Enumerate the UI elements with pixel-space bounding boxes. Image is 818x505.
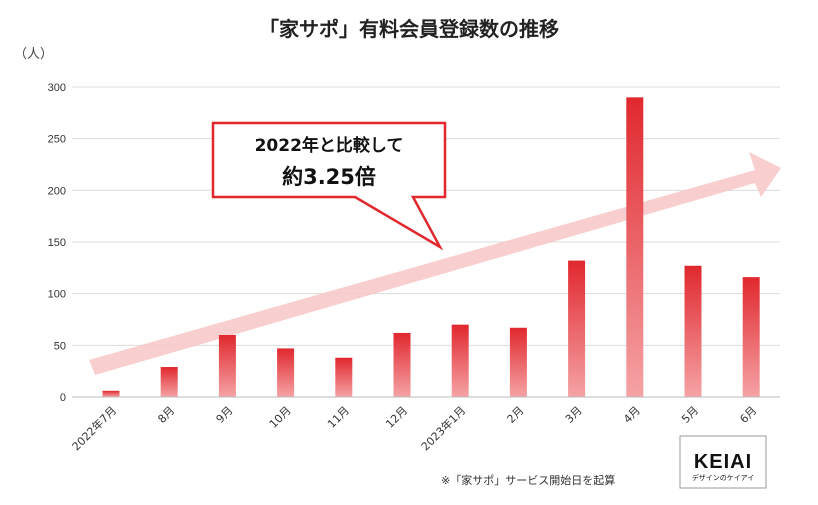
x-tick-label: 2022年7月 <box>69 403 119 453</box>
y-tick-label: 250 <box>48 134 66 146</box>
y-tick-label: 50 <box>54 340 66 352</box>
callout-bubble <box>211 121 447 251</box>
x-tick-label: 4月 <box>621 404 643 426</box>
logo-text: KEIAI <box>694 451 752 473</box>
x-tick-label: 6月 <box>737 404 759 426</box>
bar <box>568 260 586 397</box>
y-axis-unit: （人） <box>14 47 53 62</box>
bar <box>393 332 411 397</box>
x-tick-label: 10月 <box>267 404 294 431</box>
logo-subtext: デザインのケイアイ <box>692 473 755 482</box>
callout-line1: 2022年と比較して <box>255 135 404 156</box>
bar <box>335 357 353 397</box>
keiai-logo: KEIAI デザインのケイアイ <box>679 435 767 489</box>
y-tick-label: 200 <box>48 185 66 197</box>
chart-title: 「家サポ」有料会員登録数の推移 <box>259 17 559 41</box>
callout-line2: 約3.25倍 <box>282 165 376 189</box>
bar <box>160 367 178 397</box>
x-tick-label: 8月 <box>155 404 177 426</box>
x-axis-ticks: 2022年7月 8月 9月 10月 11月 12月 2023年1月 2月 3月 4月 5月 6月 <box>69 403 759 453</box>
bar <box>218 335 236 397</box>
bar <box>102 390 120 397</box>
bars <box>102 97 760 397</box>
x-tick-label: 5月 <box>679 404 701 426</box>
x-tick-label: 9月 <box>214 404 236 426</box>
bar <box>451 324 469 397</box>
y-tick-label: 100 <box>48 289 66 301</box>
bar <box>277 348 295 397</box>
trend-arrow <box>89 152 781 375</box>
x-tick-label: 2023年1月 <box>418 403 468 453</box>
bar <box>742 277 760 397</box>
x-tick-label: 12月 <box>383 404 410 431</box>
y-tick-label: 150 <box>48 237 66 249</box>
y-tick-label: 300 <box>48 82 66 94</box>
x-tick-label: 11月 <box>325 404 352 431</box>
bar <box>509 327 527 397</box>
x-tick-label: 3月 <box>563 404 585 426</box>
y-axis-ticks: 0 50 100 150 200 250 300 <box>48 82 66 404</box>
bar <box>626 97 644 397</box>
x-tick-label: 2月 <box>505 404 527 426</box>
bar <box>684 265 702 397</box>
footnote: ※「家サポ」サービス開始日を起算 <box>441 473 615 487</box>
y-tick-label: 0 <box>60 392 66 404</box>
